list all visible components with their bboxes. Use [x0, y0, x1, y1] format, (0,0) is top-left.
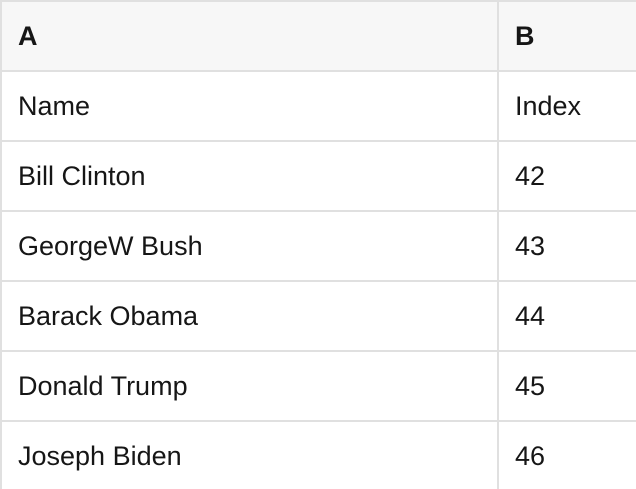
cell-index[interactable]: 42: [497, 140, 636, 210]
cell-name-header[interactable]: Name: [0, 70, 497, 140]
cell-index[interactable]: 43: [497, 210, 636, 280]
table-row: Name Index: [0, 70, 636, 140]
cell-name[interactable]: GeorgeW Bush: [0, 210, 497, 280]
column-header-b[interactable]: B: [497, 0, 636, 70]
cell-name[interactable]: Bill Clinton: [0, 140, 497, 210]
cell-name[interactable]: Joseph Biden: [0, 420, 497, 489]
cell-index[interactable]: 44: [497, 280, 636, 350]
cell-index[interactable]: 45: [497, 350, 636, 420]
column-header-a[interactable]: A: [0, 0, 497, 70]
cell-name[interactable]: Barack Obama: [0, 280, 497, 350]
cell-name[interactable]: Donald Trump: [0, 350, 497, 420]
cell-index-header[interactable]: Index: [497, 70, 636, 140]
table-row: Joseph Biden 46: [0, 420, 636, 489]
cell-index[interactable]: 46: [497, 420, 636, 489]
table-row: GeorgeW Bush 43: [0, 210, 636, 280]
column-header-row: A B: [0, 0, 636, 70]
table-row: Barack Obama 44: [0, 280, 636, 350]
table-row: Bill Clinton 42: [0, 140, 636, 210]
table-row: Donald Trump 45: [0, 350, 636, 420]
